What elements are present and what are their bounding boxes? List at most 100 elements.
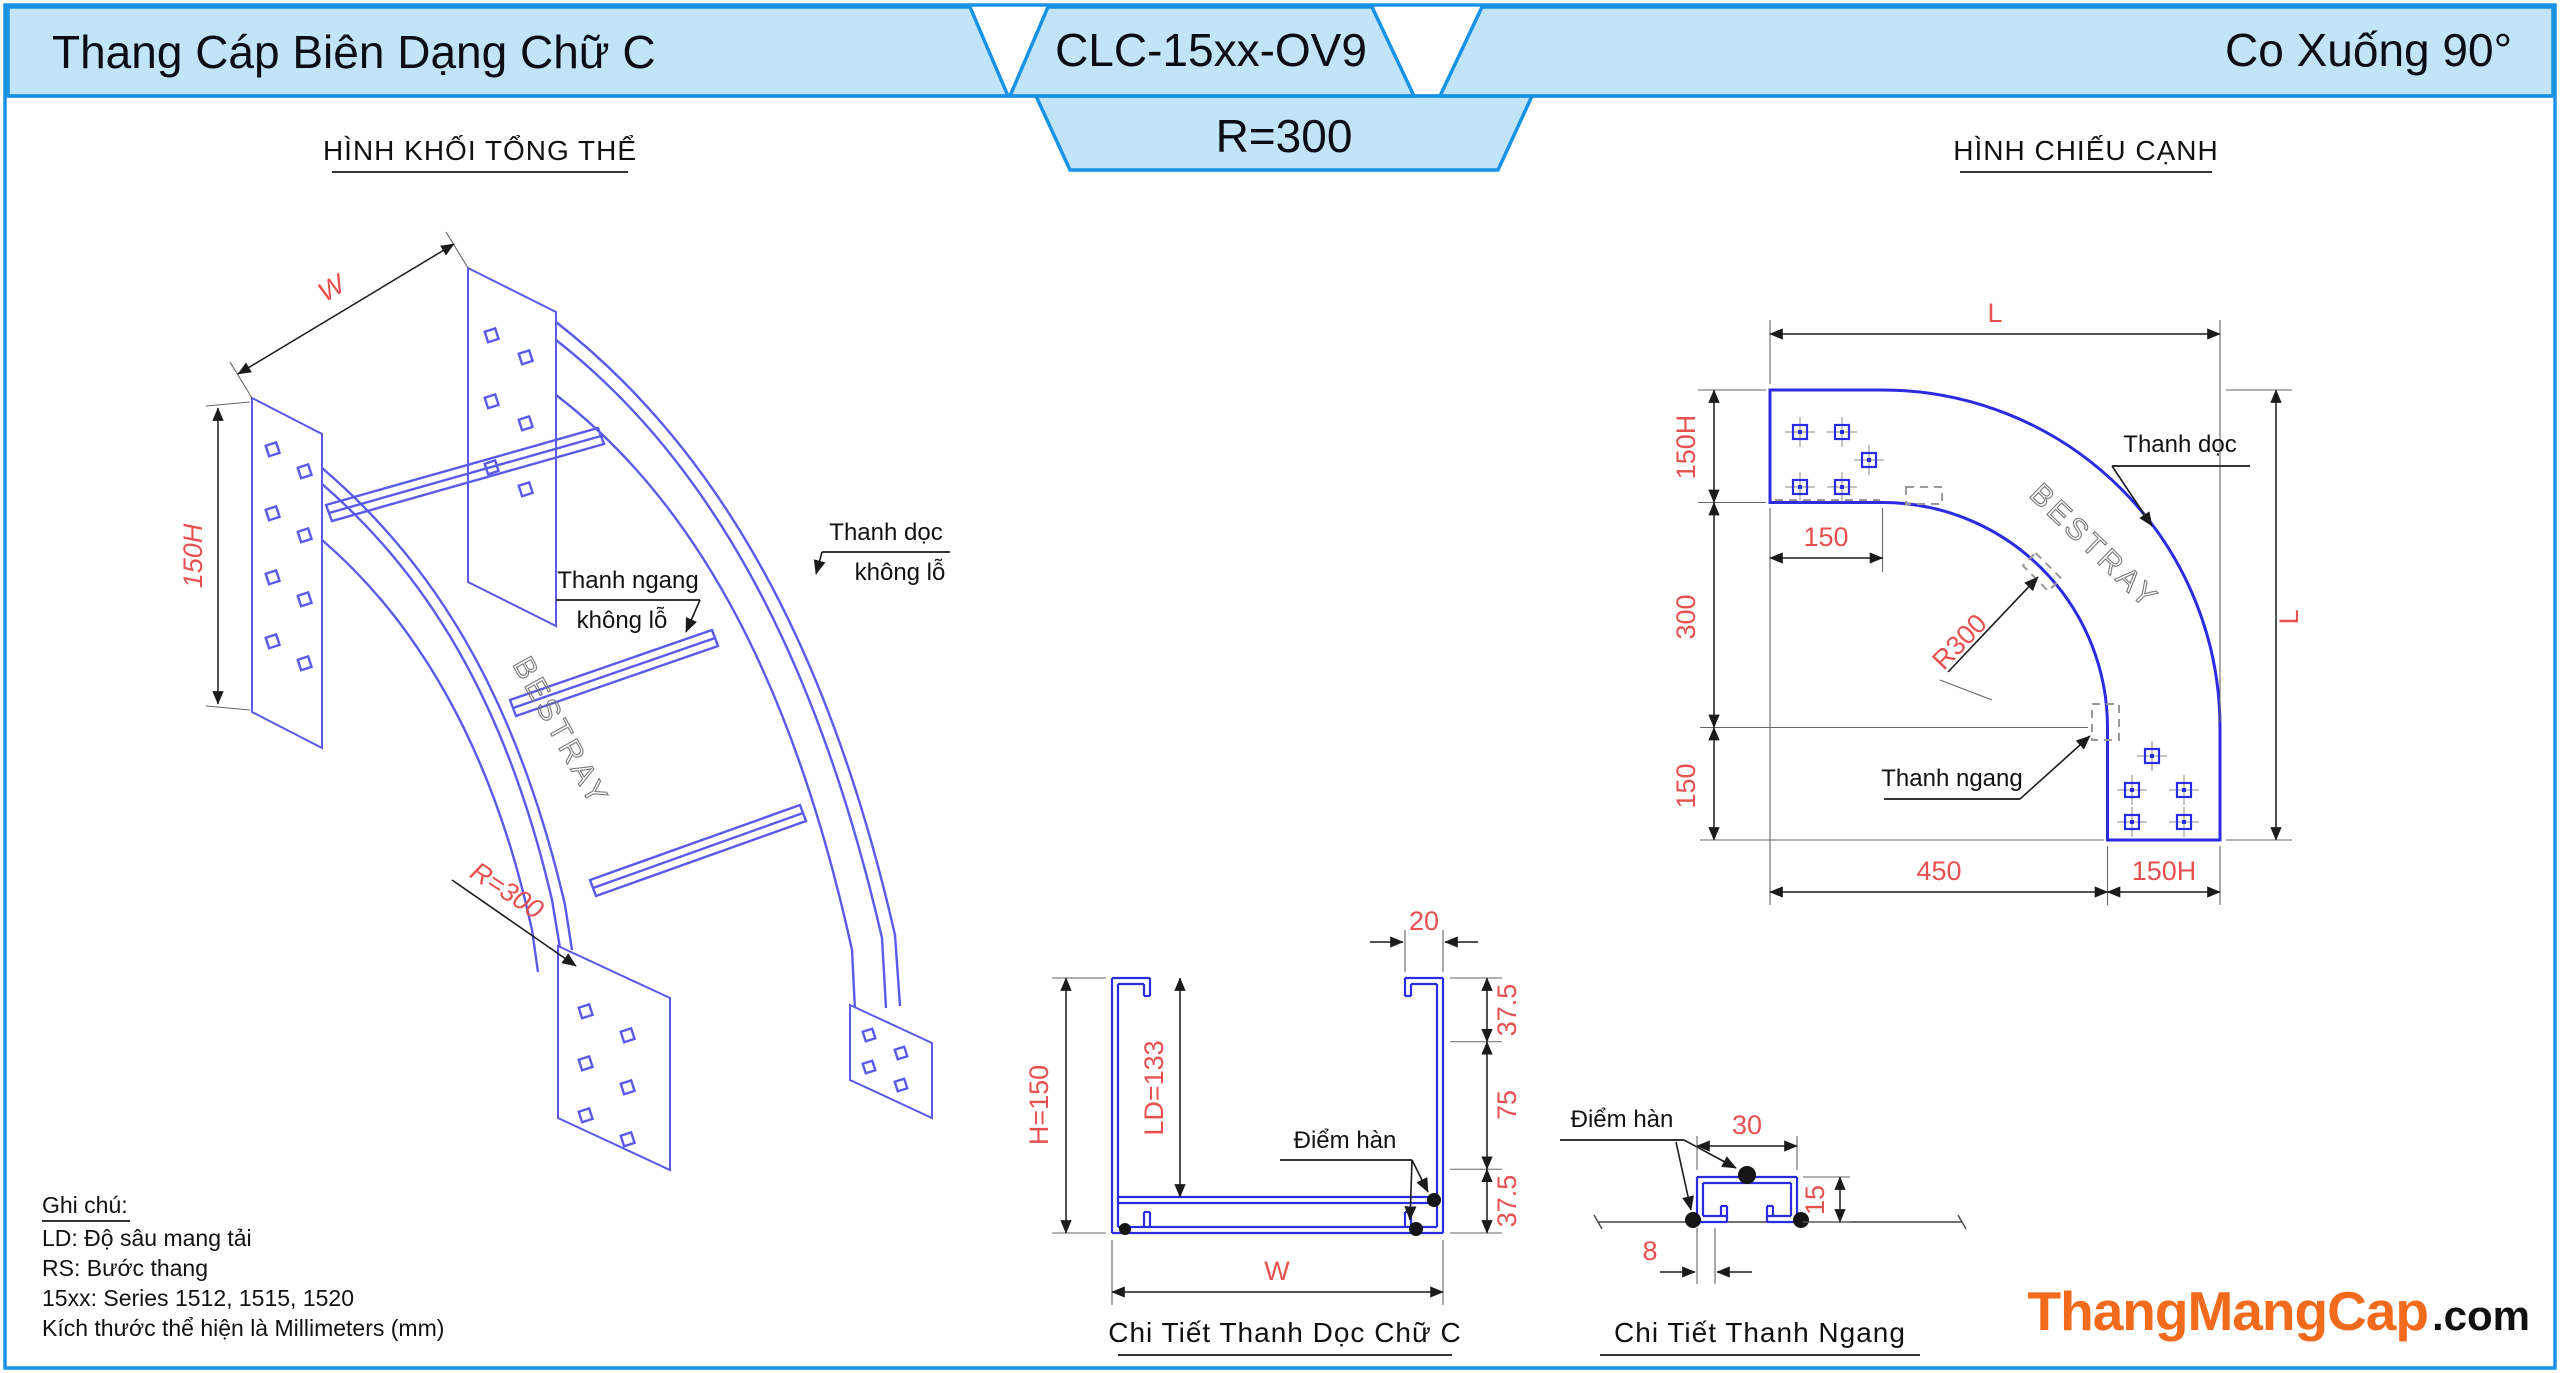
header-band: Thang Cáp Biên Dạng Chữ C CLC-15xx-OV9 R… <box>6 5 2555 172</box>
dim-h150: H=150 <box>1024 977 1106 1234</box>
dim-ld133-label: LD=133 <box>1139 1040 1169 1135</box>
brand-logo: ThangMangCap .com <box>2028 1280 2531 1342</box>
logo-suffix: .com <box>2432 1292 2530 1339</box>
end-plate-left <box>251 396 323 750</box>
weld-dot <box>1738 1166 1756 1184</box>
c-profile <box>1110 976 1445 1235</box>
dim-ld133: LD=133 <box>1139 977 1186 1198</box>
logo-brand: ThangMangCap <box>2028 1280 2428 1342</box>
dim-l-right-label: L <box>2274 609 2304 624</box>
dim-l-top-label: L <box>1987 298 2002 328</box>
bolt-hole <box>1785 472 1815 502</box>
rail-callout: Thanh dọc không lỗ <box>813 519 950 586</box>
plate-holes <box>577 1002 637 1148</box>
note-line: 15xx: Series 1512, 1515, 1520 <box>42 1285 354 1311</box>
bolt-hole <box>1785 417 1815 447</box>
rungs <box>324 426 808 898</box>
c-rail-detail-title: Chi Tiết Thanh Dọc Chữ C <box>1108 1317 1461 1348</box>
rail-label-plan: Thanh dọc <box>2123 431 2236 458</box>
dim-150h: 150H <box>178 401 251 711</box>
dim-w: W <box>229 231 469 399</box>
dim-15: 15 <box>1800 1176 1850 1223</box>
weld-callout-rung: Điểm hàn <box>1560 1106 1737 1211</box>
dim-75-label: 75 <box>1492 1090 1522 1120</box>
product-title: Thang Cáp Biên Dạng Chữ C <box>52 26 656 78</box>
dim-8: 8 <box>1642 1228 1752 1284</box>
dim-15-label: 15 <box>1800 1185 1830 1215</box>
bestray-watermark: BESTRAY <box>506 651 615 812</box>
rail-callout-plan: Thanh dọc <box>2111 431 2250 527</box>
plate-holes <box>483 326 535 498</box>
dim-450-label: 450 <box>1916 856 1961 886</box>
rung-callout-plan: Thanh ngang <box>1881 735 2091 800</box>
overall-view-title: HÌNH KHỐI TỔNG THỂ <box>323 134 637 166</box>
dim-150h-bottom-label: 150H <box>2132 856 2197 886</box>
rung-label-line1: Thanh ngang <box>557 567 698 594</box>
dim-375-bottom-label: 37.5 <box>1492 1175 1522 1228</box>
dim-bottom: 450 150H <box>1769 846 2221 905</box>
weld-dot <box>1409 1222 1423 1236</box>
bolt-hole <box>2137 741 2167 771</box>
dim-h150-label: H=150 <box>1024 1065 1054 1145</box>
dim-r300-label: R=300 <box>465 856 549 925</box>
dim-left-stack: 150H 300 150 <box>1671 389 1766 841</box>
end-plate-far <box>467 266 557 628</box>
radius-spec: R=300 <box>1216 110 1353 162</box>
dim-w-c: W <box>1111 1240 1444 1305</box>
side-view-title: HÌNH CHIẾU CẠNH <box>1953 135 2218 166</box>
bolt-hole <box>2117 775 2147 805</box>
dim-8-label: 8 <box>1642 1236 1657 1266</box>
dim-150-left-label: 150 <box>1671 763 1701 808</box>
break-tick <box>1593 1214 1603 1230</box>
rung-detail-drawing: Điểm hàn 30 15 8 Chi Tiết Thanh Ngang <box>1560 1106 1967 1356</box>
dim-20: 20 <box>1370 906 1478 972</box>
bolt-hole <box>1854 445 1884 475</box>
rail-label-line1: Thanh dọc <box>829 519 942 546</box>
dim-l-right: L <box>2226 389 2304 841</box>
rung-callout: Thanh ngang không lỗ <box>556 567 701 634</box>
rung-marker-dashed <box>2021 551 2063 593</box>
bestray-watermark-plan: BESTRAY <box>2023 477 2165 616</box>
dim-375-top-label: 37.5 <box>1492 984 1522 1037</box>
note-line: Kích thước thể hiện là Millimeters (mm) <box>42 1315 444 1341</box>
end-plate-bottom <box>557 944 671 1172</box>
overall-view-drawing: BESTRAY W 150H R=300 Thanh ngang không l… <box>178 231 950 1172</box>
bolt-holes-vertical-arm <box>2117 741 2199 837</box>
note-line: RS: Bước thang <box>42 1255 208 1281</box>
bolt-hole <box>1827 417 1857 447</box>
dim-20-label: 20 <box>1409 906 1439 936</box>
weld-dot <box>1685 1212 1701 1228</box>
dim-right-stack: 37.5 75 37.5 <box>1450 977 1522 1234</box>
weld-callout-c: Điểm hàn <box>1280 1127 1429 1221</box>
break-tick <box>1957 1214 1967 1230</box>
dim-w-c-label: W <box>1264 1256 1290 1286</box>
weld-dot <box>1793 1212 1809 1228</box>
plate-holes <box>264 440 314 672</box>
rung-label-plan: Thanh ngang <box>1881 765 2022 792</box>
dim-30-label: 30 <box>1732 1110 1762 1140</box>
weld-label-c: Điểm hàn <box>1294 1127 1397 1154</box>
weld-label-rung: Điểm hàn <box>1571 1106 1674 1133</box>
rung-marker-dashed <box>1905 486 1943 505</box>
outer-rail <box>555 321 902 1011</box>
notes-block: Ghi chú: LD: Độ sâu mang tải RS: Bước th… <box>42 1192 444 1341</box>
dim-r300-plan: R300 <box>1926 576 2039 701</box>
elbow-outline <box>1768 388 2222 842</box>
weld-dot <box>1427 1193 1441 1207</box>
bolt-hole <box>2169 775 2199 805</box>
bolt-hole <box>2169 807 2199 837</box>
bolt-hole <box>1827 472 1857 502</box>
fitting-type: Co Xuống 90° <box>2225 24 2512 76</box>
c-rail-detail-drawing: Điểm hàn 20 H=150 LD=133 <box>1024 906 1522 1356</box>
weld-dot <box>1119 1223 1131 1235</box>
dim-150h-left-label: 150H <box>1671 415 1701 480</box>
rung-marker-dashed <box>2091 703 2120 741</box>
dim-150-top: 150 <box>1769 508 1884 905</box>
dim-r300-plan-label: R300 <box>1926 608 1992 675</box>
dim-150h-label: 150H <box>178 523 208 588</box>
note-line: LD: Độ sâu mang tải <box>42 1225 252 1251</box>
rung-label-line2: không lỗ <box>577 607 668 634</box>
rung-detail-title: Chi Tiết Thanh Ngang <box>1614 1317 1906 1348</box>
